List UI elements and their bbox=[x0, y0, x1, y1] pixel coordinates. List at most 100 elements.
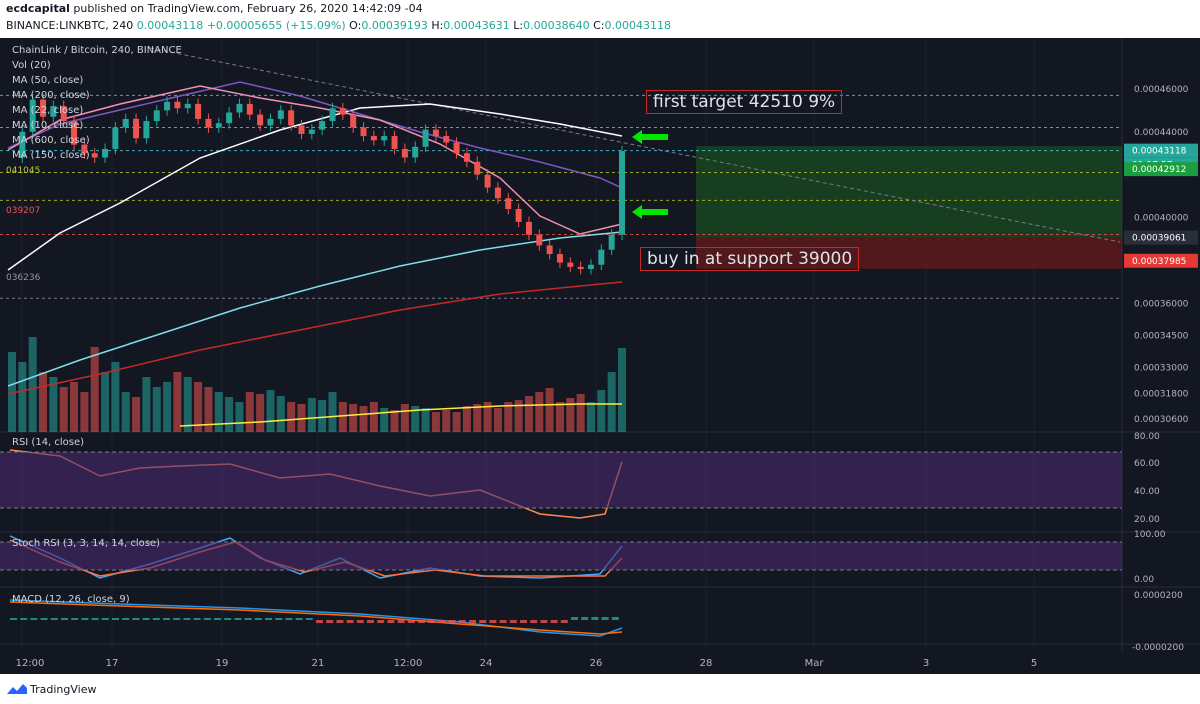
time-tick-1: 17 bbox=[106, 658, 119, 669]
macd-hist-56 bbox=[581, 617, 589, 620]
legend-rsi[interactable]: RSI (14, close) bbox=[12, 437, 85, 448]
candle-body-8 bbox=[91, 153, 98, 158]
candle-body-46 bbox=[484, 174, 491, 188]
ma-red bbox=[7, 281, 623, 395]
legend-ma200[interactable]: MA (200, close) bbox=[12, 90, 90, 101]
ma-pink bbox=[7, 85, 623, 235]
candle-body-13 bbox=[143, 121, 150, 139]
time-tick-0: 12:00 bbox=[16, 658, 45, 669]
macd-hist-48 bbox=[499, 620, 507, 623]
candle-body-3 bbox=[40, 99, 47, 117]
volume-bar-27 bbox=[287, 402, 296, 432]
price-tick-1: 0.00044000 bbox=[1134, 128, 1189, 138]
low-label: L: bbox=[513, 19, 524, 32]
close-label: C: bbox=[593, 19, 605, 32]
footer-brand[interactable]: TradingView bbox=[30, 683, 97, 696]
price-tick-3: 0.00036000 bbox=[1134, 299, 1189, 309]
volume-bar-43 bbox=[452, 412, 461, 432]
legend-ma50[interactable]: MA (50, close) bbox=[12, 75, 84, 86]
volume-bar-22 bbox=[235, 402, 244, 432]
open-label: O: bbox=[349, 19, 362, 32]
macd-hist-42 bbox=[438, 620, 446, 623]
candle-body-47 bbox=[494, 187, 501, 199]
price-tick-6: 0.00031800 bbox=[1134, 389, 1189, 399]
volume-bar-39 bbox=[411, 406, 420, 432]
buy-annotation[interactable]: buy in at support 39000 bbox=[640, 247, 860, 271]
macd-hist-45 bbox=[469, 620, 476, 623]
candle-body-15 bbox=[164, 101, 171, 111]
macd-hist-39 bbox=[407, 620, 415, 623]
candle-body-17 bbox=[184, 103, 191, 109]
legend-ma10[interactable]: MA (10, close) bbox=[12, 120, 84, 131]
candle-body-58 bbox=[608, 234, 615, 250]
macd-hist-46 bbox=[479, 620, 487, 623]
macd-hist-18 bbox=[193, 618, 201, 620]
volume-bar-58 bbox=[607, 372, 616, 432]
volume-bar-15 bbox=[163, 382, 172, 432]
candle-body-38 bbox=[401, 148, 408, 158]
macd-line bbox=[9, 599, 623, 637]
volume-bar-40 bbox=[421, 408, 430, 432]
legend-vol[interactable]: Vol (20) bbox=[12, 60, 51, 71]
time-tick-9: 3 bbox=[923, 658, 929, 669]
legend-ma600[interactable]: MA (600, close) bbox=[12, 135, 90, 146]
legend-macd[interactable]: MACD (12, 26, close, 9) bbox=[12, 594, 130, 605]
price-tick-4: 0.00034500 bbox=[1134, 332, 1189, 342]
volume-bar-44 bbox=[462, 406, 471, 432]
price-tags: 0.0004311801:17:570.000429120.000390610.… bbox=[1124, 143, 1198, 268]
volume-bar-9 bbox=[101, 372, 110, 432]
macd-hist-44 bbox=[458, 620, 466, 623]
author-name[interactable]: ecdcapital bbox=[6, 2, 70, 15]
candle-body-1 bbox=[19, 131, 26, 158]
candle-body-37 bbox=[391, 136, 398, 149]
volume-bar-18 bbox=[194, 382, 203, 432]
volume-bar-52 bbox=[545, 388, 554, 432]
rsi-tick-2: 40.00 bbox=[1134, 487, 1160, 497]
price-change: +0.00005655 (+15.09%) bbox=[206, 19, 346, 32]
stoch-d bbox=[9, 539, 623, 577]
macd-hist-20 bbox=[214, 618, 221, 620]
volume-bar-46 bbox=[483, 402, 492, 432]
candle-body-21 bbox=[226, 112, 233, 124]
time-tick-4: 12:00 bbox=[394, 658, 423, 669]
legend-ma22[interactable]: MA (22, close) bbox=[12, 105, 84, 116]
legend-ma150[interactable]: MA (150, close) bbox=[12, 150, 90, 161]
volume-bar-31 bbox=[328, 392, 337, 432]
target-annotation[interactable]: first target 42510 9% bbox=[646, 90, 843, 114]
volume-bar-7 bbox=[80, 392, 89, 432]
arrow-entry-icon bbox=[632, 205, 668, 219]
candle-body-26 bbox=[277, 110, 284, 119]
volume-bar-11 bbox=[121, 392, 130, 432]
macd-hist-15 bbox=[163, 618, 170, 620]
macd-hist-14 bbox=[152, 618, 160, 620]
chart-area[interactable]: 0.00046000 0.00044000 0.00040000 0.00036000… bbox=[0, 38, 1200, 674]
candle-body-31 bbox=[329, 108, 336, 122]
stop-zone bbox=[696, 237, 1122, 269]
macd-hist-10 bbox=[112, 618, 119, 620]
tag-target-bg bbox=[1124, 162, 1198, 177]
macd-hist-3 bbox=[40, 618, 48, 620]
tag-target: 0.00042912 bbox=[1132, 165, 1186, 175]
macd-hist-54 bbox=[560, 620, 568, 623]
macd-hist-51 bbox=[530, 620, 538, 623]
tag-entry: 0.00039061 bbox=[1132, 234, 1186, 244]
candle-body-48 bbox=[505, 198, 512, 209]
volume-bar-51 bbox=[535, 392, 544, 432]
time-tick-8: Mar bbox=[805, 658, 825, 669]
volume-bar-16 bbox=[173, 372, 182, 432]
candle-body-52 bbox=[546, 245, 553, 255]
candle-body-14 bbox=[153, 110, 160, 122]
chart-canvas[interactable]: 0.00046000 0.00044000 0.00040000 0.00036000… bbox=[0, 38, 1200, 674]
legend-stoch[interactable]: Stoch RSI (3, 3, 14, 14, close) bbox=[12, 538, 160, 549]
macd-hist-11 bbox=[122, 618, 130, 620]
ma-cyan bbox=[7, 231, 623, 387]
volume-bar-56 bbox=[586, 402, 595, 432]
volume-bar-50 bbox=[524, 396, 533, 432]
candle-body-9 bbox=[102, 148, 109, 158]
tag-entry-bg bbox=[1124, 230, 1198, 245]
macd-hist-37 bbox=[387, 620, 395, 623]
stoch-band bbox=[0, 542, 1122, 570]
volume-bar-10 bbox=[111, 362, 120, 432]
macd-hist-40 bbox=[418, 620, 425, 623]
candle-body-40 bbox=[422, 129, 429, 147]
